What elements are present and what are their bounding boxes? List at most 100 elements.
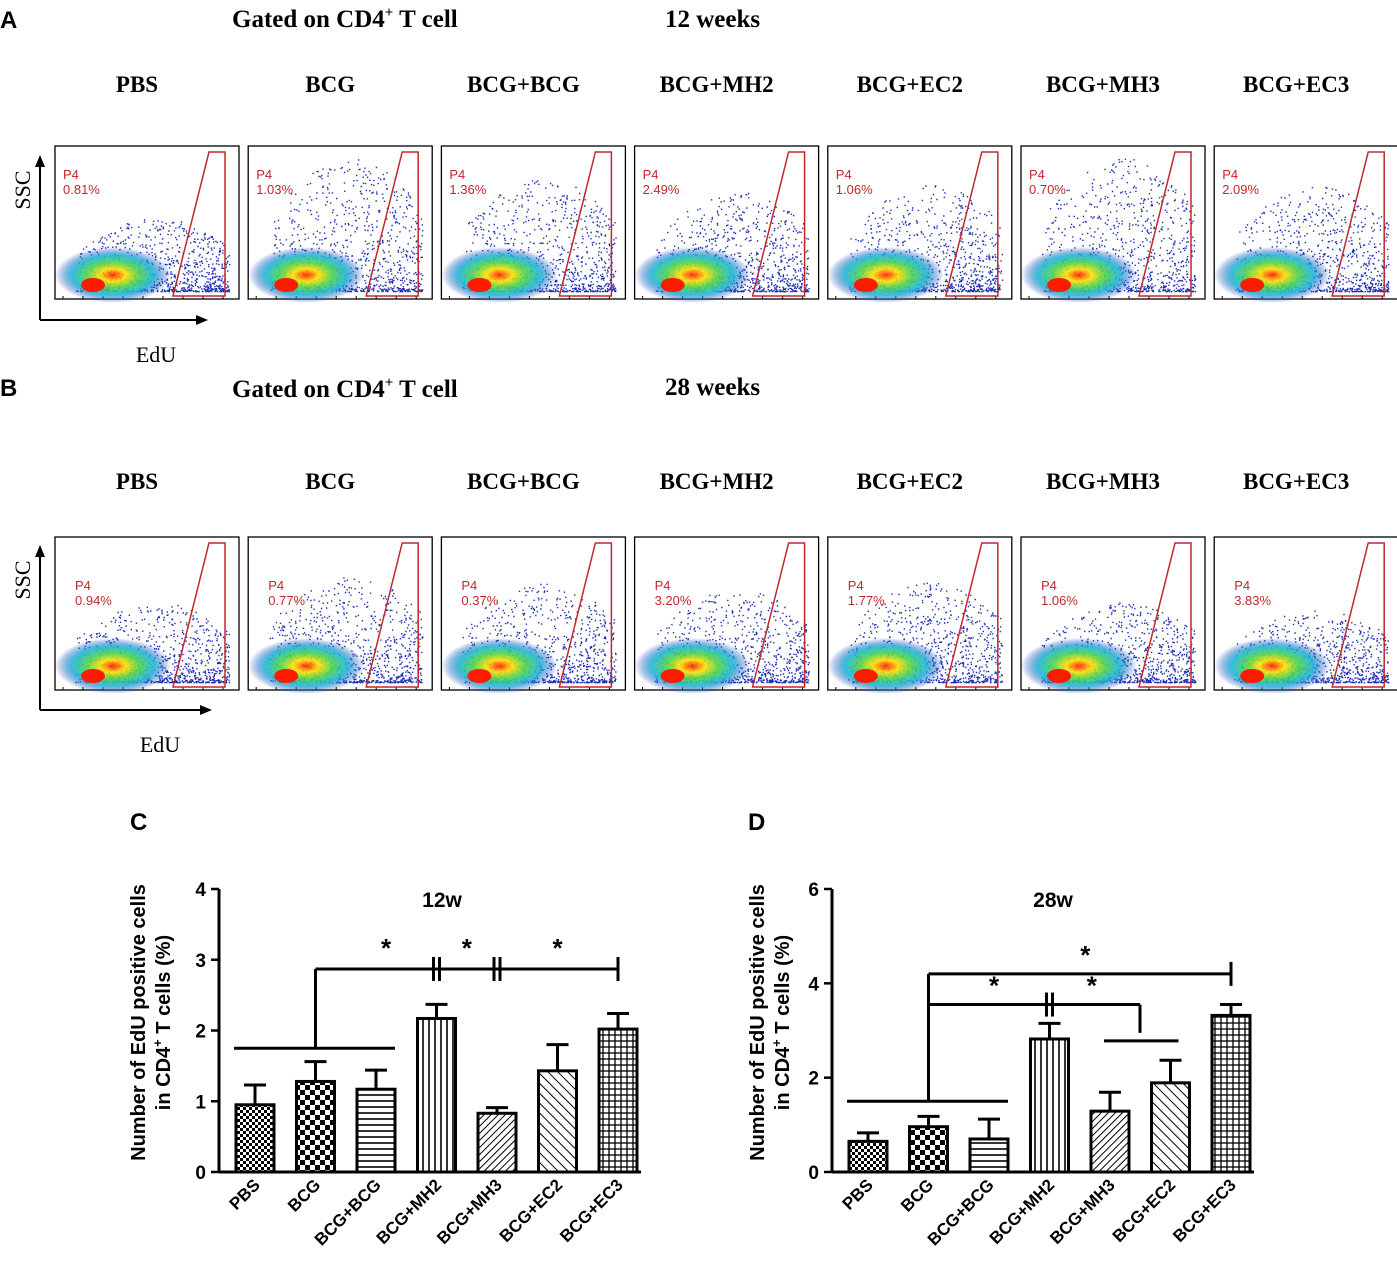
flow-plot-title: BCG+MH3 — [1046, 72, 1160, 97]
density-cluster — [248, 247, 365, 303]
flow-plot-title: PBS — [116, 72, 158, 97]
sig-star: * — [1080, 940, 1091, 970]
gate-percent: 3.20% — [655, 593, 692, 608]
gate-percent: 2.09% — [1222, 182, 1259, 197]
gate-percent: 1.06% — [836, 182, 873, 197]
chart-title: 12w — [422, 889, 462, 912]
gate-percent: 1.03% — [256, 182, 293, 197]
density-peak — [274, 278, 299, 292]
gate-label: P4 — [1029, 167, 1045, 182]
density-cluster — [1021, 247, 1137, 303]
panel-letter-b: B — [0, 375, 17, 402]
gate-label: P4 — [1222, 167, 1238, 182]
gate-percent: 0.81% — [63, 182, 100, 197]
flow-plot-title: BCG+BCG — [467, 72, 580, 97]
density-peak — [1047, 669, 1071, 683]
flow-plot-title: BCG+EC3 — [1243, 469, 1349, 494]
x-tick-label: PBS — [839, 1175, 877, 1213]
gate-percent: 2.49% — [643, 182, 680, 197]
gate-p4 — [1138, 542, 1192, 688]
gate-label: P4 — [1234, 578, 1250, 593]
gate-p4 — [558, 542, 613, 688]
gate-percent: 1.36% — [449, 182, 486, 197]
panel-letter-d: D — [748, 809, 765, 836]
y-tick-label: 4 — [808, 974, 819, 995]
flow-plot-a-1: PBS P40.81% — [54, 72, 240, 303]
y-axis-label-b: SSC — [10, 560, 35, 599]
density-peak — [467, 278, 492, 292]
gate-p4 — [365, 151, 419, 297]
gate-percent: 3.83% — [1234, 593, 1271, 608]
bar-bcg-ec3 — [597, 1027, 639, 1174]
sig-star: * — [381, 933, 392, 963]
flow-plot-a-2: BCG P41.03% — [247, 72, 433, 303]
bar-bcg-mh3 — [1089, 1109, 1131, 1174]
sig-star: * — [1087, 971, 1098, 1001]
panel-letter-c: C — [130, 809, 147, 836]
x-tick-label: BCG+BCG — [924, 1175, 998, 1249]
sig-star: * — [989, 971, 1000, 1001]
density-cluster — [827, 247, 944, 303]
x-tick-label: BCG+EC2 — [1109, 1175, 1180, 1246]
axis-arrows-b — [35, 545, 212, 715]
flow-plot-title: BCG+MH3 — [1046, 469, 1160, 494]
timepoint-b: 28 weeks — [665, 374, 760, 401]
x-tick-label: BCG+MH3 — [1046, 1175, 1119, 1248]
density-cluster — [634, 247, 751, 303]
y-tick-label: 3 — [195, 951, 206, 972]
x-axis-label-b: EdU — [140, 732, 180, 757]
density-cluster — [827, 638, 944, 694]
gate-label: P4 — [75, 578, 91, 593]
bar-pbs — [847, 1139, 889, 1174]
y-axis-label-line2: in CD4+ T cells (%) — [769, 935, 794, 1110]
flow-plot-a-7: BCG+EC3 P42.09% — [1213, 72, 1397, 303]
y-tick-label: 0 — [808, 1163, 819, 1184]
flow-plot-b-2: BCG P40.77% — [247, 469, 433, 694]
gate-p4 — [1138, 151, 1192, 297]
gate-percent: 1.06% — [1041, 593, 1078, 608]
timepoint-a: 12 weeks — [665, 6, 760, 33]
y-axis-label-line1: Number of EdU positive cells — [747, 884, 769, 1161]
density-cluster — [1214, 638, 1331, 694]
gate-p4 — [1331, 542, 1385, 688]
y-axis-label-a: SSC — [10, 170, 35, 209]
flow-plot-a-3: BCG+BCG P41.36% — [440, 72, 627, 303]
gate-percent: 0.77% — [268, 593, 305, 608]
gate-p4 — [172, 542, 226, 688]
density-cluster — [441, 638, 558, 694]
gate-p4 — [944, 151, 999, 297]
bar-chart-c: 0 1 2 3 4 12w Number of EdU positive cells in C… — [128, 880, 641, 1249]
x-tick-label: BCG+EC3 — [556, 1175, 627, 1246]
density-cluster — [55, 247, 171, 303]
sig-star: * — [462, 933, 473, 963]
gate-p4 — [365, 542, 419, 688]
scatter-events — [76, 219, 231, 293]
density-cluster — [634, 638, 751, 694]
gate-label: P4 — [643, 167, 659, 182]
flow-plot-title: BCG+MH2 — [660, 72, 774, 97]
density-cluster — [441, 247, 558, 303]
density-peak — [660, 669, 685, 683]
gate-label: P4 — [655, 578, 671, 593]
axis-arrows-a — [35, 155, 208, 325]
density-peak — [81, 278, 105, 292]
flow-plot-b-5: BCG+EC2 P41.77% — [827, 469, 1013, 694]
gate-p4 — [751, 542, 806, 688]
gate-percent: 0.37% — [461, 593, 498, 608]
bar-bcg-ec3 — [1210, 1013, 1252, 1174]
gate-p4 — [172, 151, 226, 297]
bar-chart-d: 0 2 4 6 28w Number of EdU positive cells in CD… — [747, 880, 1254, 1249]
density-peak — [81, 669, 105, 683]
flow-plot-title: BCG+EC3 — [1243, 72, 1349, 97]
gate-label: P4 — [836, 167, 852, 182]
density-peak — [1240, 669, 1265, 683]
x-tick-label: PBS — [226, 1175, 264, 1213]
flow-plots-b: PBSP40.94%BCGP40.77%BCG+BCGP40.37%BCG+MH… — [54, 469, 1397, 694]
bar-bcg-bcg — [355, 1087, 397, 1174]
density-peak — [467, 669, 492, 683]
sig-star: * — [552, 933, 563, 963]
density-peak — [660, 278, 685, 292]
flow-plot-a-6: BCG+MH3 P40.70% — [1020, 72, 1206, 303]
bar-bcg-bcg — [968, 1137, 1010, 1174]
y-tick-label: 0 — [195, 1163, 206, 1184]
